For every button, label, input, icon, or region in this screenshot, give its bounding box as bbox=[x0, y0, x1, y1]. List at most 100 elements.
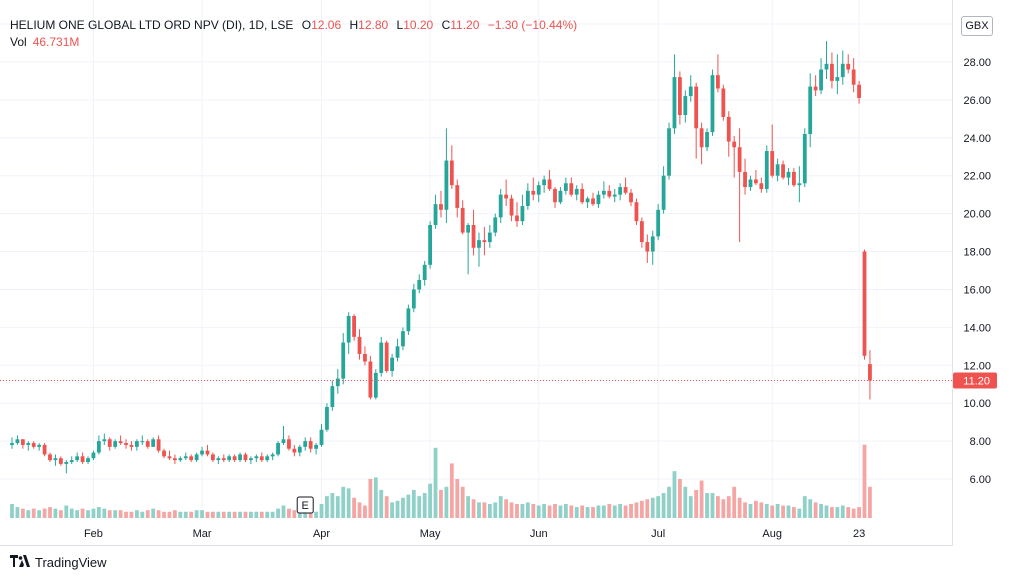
candle-body bbox=[189, 456, 194, 461]
candle-body bbox=[509, 198, 514, 216]
volume-bar bbox=[401, 497, 405, 518]
volume-bar bbox=[308, 510, 313, 518]
volume-bar bbox=[688, 496, 693, 518]
volume-bar bbox=[444, 486, 449, 518]
open-value: 12.06 bbox=[311, 18, 342, 32]
candle-body bbox=[688, 86, 693, 97]
volume-bar bbox=[466, 496, 471, 518]
currency-button[interactable]: GBX bbox=[961, 16, 993, 36]
volume-bar bbox=[276, 508, 280, 518]
volume-bar bbox=[205, 511, 210, 518]
candle-body bbox=[743, 171, 747, 188]
candle-body bbox=[737, 147, 742, 172]
candle-body bbox=[786, 171, 791, 178]
tradingview-logo-icon bbox=[10, 555, 30, 570]
price-axis[interactable]: 6.00 8.00 10.00 12.00 14.00 16.00 18.00 20.00 22… bbox=[963, 19, 991, 486]
volume-bar bbox=[531, 503, 536, 518]
candle-body bbox=[183, 456, 188, 459]
candle-body bbox=[835, 77, 840, 81]
time-tick-label: May bbox=[420, 528, 441, 540]
volume-bar bbox=[58, 510, 63, 518]
candle-body bbox=[607, 190, 612, 197]
volume-bar bbox=[585, 507, 590, 518]
candle-body bbox=[194, 454, 199, 461]
volume-bar bbox=[645, 499, 650, 518]
candle-body bbox=[58, 458, 63, 464]
candle-body bbox=[379, 342, 384, 373]
volume-bar bbox=[623, 505, 628, 518]
candle-body bbox=[140, 441, 145, 443]
candle-body bbox=[553, 188, 557, 203]
volume-bar bbox=[216, 511, 221, 518]
candle-body bbox=[287, 439, 291, 449]
volume-bar bbox=[368, 479, 373, 518]
candle-body bbox=[64, 462, 69, 464]
volume-bar bbox=[786, 505, 791, 518]
tradingview-brand[interactable]: TradingView bbox=[10, 555, 107, 570]
time-axis[interactable]: Feb Mar Apr May Jun Jul Aug 23 bbox=[84, 528, 865, 540]
candle-body bbox=[363, 353, 367, 362]
low-label: L bbox=[396, 18, 404, 32]
candle-body bbox=[487, 232, 492, 243]
candle-body bbox=[53, 458, 58, 461]
candle-body bbox=[325, 407, 329, 430]
earnings-marker[interactable]: E bbox=[296, 496, 314, 514]
candle-body bbox=[482, 240, 487, 243]
candle-body bbox=[699, 128, 704, 148]
candle-body bbox=[569, 183, 574, 195]
volume-bar bbox=[661, 493, 666, 518]
volume-bar bbox=[31, 508, 36, 518]
volume-bar bbox=[232, 511, 237, 518]
candle-body bbox=[455, 185, 460, 208]
candle-body bbox=[346, 316, 351, 343]
candle-body bbox=[792, 171, 796, 186]
volume-bar bbox=[140, 511, 145, 518]
volume-bar bbox=[536, 505, 541, 518]
volume-bar bbox=[91, 508, 96, 518]
candle-body bbox=[134, 441, 139, 447]
price-tick-label: 22.00 bbox=[963, 171, 991, 183]
volume-bar bbox=[297, 510, 302, 518]
candle-body bbox=[308, 441, 313, 449]
volume-bar bbox=[259, 511, 264, 518]
candle-body bbox=[259, 456, 264, 461]
candle-body bbox=[276, 443, 280, 455]
volume-bar bbox=[69, 508, 74, 518]
candle-body bbox=[319, 429, 324, 445]
volume-bar bbox=[656, 496, 661, 518]
volume-bar bbox=[227, 511, 232, 518]
candle-body bbox=[612, 194, 617, 197]
volume-bar bbox=[596, 505, 601, 518]
volume-bar bbox=[189, 511, 194, 518]
volume-bar bbox=[330, 493, 335, 518]
volume-bar bbox=[156, 510, 161, 518]
price-tick-label: 20.00 bbox=[963, 209, 991, 221]
candles bbox=[10, 41, 872, 474]
volume-bar bbox=[314, 511, 318, 518]
candle-body bbox=[596, 194, 601, 205]
volume-bar bbox=[764, 503, 769, 518]
volume-bar bbox=[629, 503, 633, 518]
candle-body bbox=[335, 378, 340, 387]
vol-value: 46.731M bbox=[32, 35, 80, 49]
candle-body bbox=[547, 179, 552, 189]
volume-bar bbox=[498, 496, 503, 518]
volume-bar bbox=[737, 497, 742, 518]
volume-bar bbox=[743, 502, 747, 518]
volume-bar bbox=[48, 507, 52, 518]
candle-body bbox=[444, 160, 449, 210]
candle-body bbox=[868, 364, 872, 381]
volume-bar bbox=[851, 508, 856, 518]
volume-bar bbox=[716, 496, 720, 518]
candle-body bbox=[851, 69, 856, 85]
candle-body bbox=[781, 164, 785, 178]
candle-body bbox=[167, 456, 172, 459]
volume-bar bbox=[151, 508, 156, 518]
volume-bar bbox=[86, 510, 90, 518]
candle-body bbox=[162, 450, 166, 457]
volume-bar bbox=[591, 507, 595, 518]
candle-body bbox=[504, 194, 509, 199]
volume-bar bbox=[705, 493, 709, 518]
